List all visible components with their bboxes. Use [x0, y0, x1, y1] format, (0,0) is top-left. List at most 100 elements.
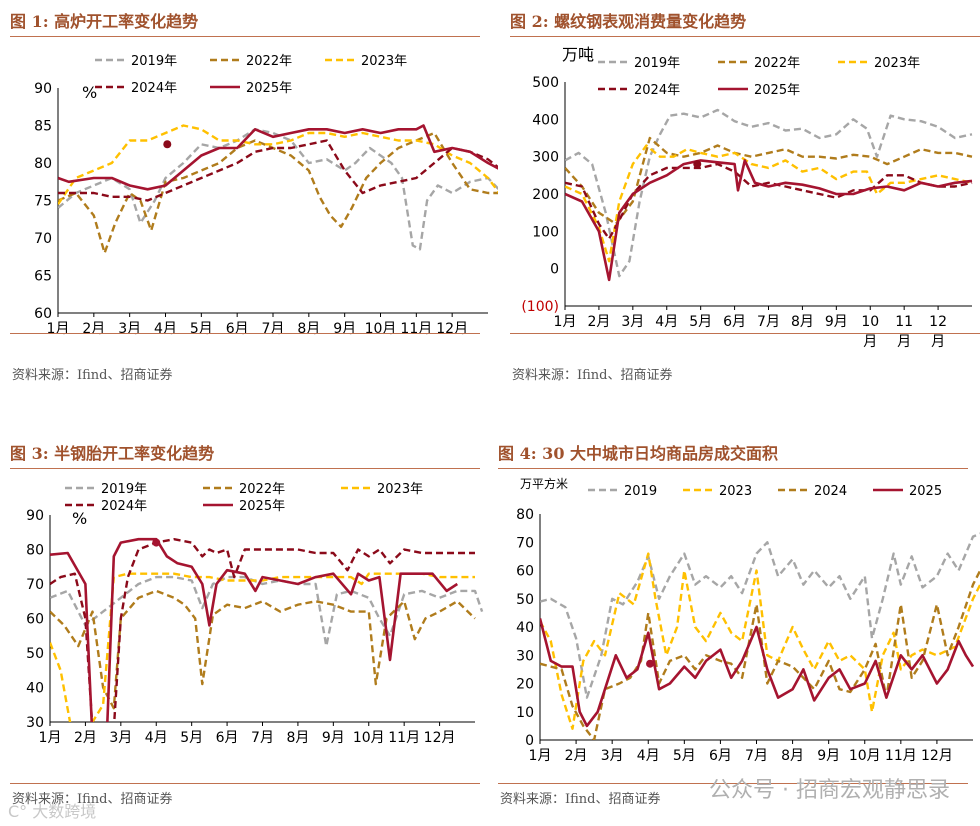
y-tick-label: 40 [516, 620, 534, 636]
legend-label-2019年: 2019年 [634, 56, 680, 71]
source-rule-3 [10, 783, 480, 784]
legend-label-2019: 2019 [624, 484, 657, 499]
series-line-2024年 [565, 162, 973, 240]
y-tick-label: 30 [26, 715, 44, 731]
x-tick-label: 5月 [190, 321, 213, 337]
legend-label-2023年: 2023年 [874, 56, 920, 71]
chart-svg-3: 30 40 50 60 70 80 90 1月 2月 3月 4月 5月 6月 7月 8月 9月 10月 11月 12… [26, 482, 484, 746]
y-tick-label: 65 [34, 269, 52, 285]
title-rule-2 [510, 36, 980, 37]
unit-label: % [82, 83, 97, 102]
x-tick-label: 7月 [745, 748, 768, 764]
legend-label-2019年: 2019年 [101, 482, 147, 497]
y-tick-label: 80 [26, 543, 44, 559]
source-rule-4 [498, 783, 968, 784]
y-tick-label: 70 [516, 535, 534, 551]
x-tick-label: 1月 [39, 730, 62, 746]
legend-label-2024年: 2024年 [634, 83, 680, 98]
y-tick-label: 50 [26, 646, 44, 662]
x-tick-label: 1月 [554, 314, 577, 330]
title-rule-1 [10, 36, 480, 37]
legend-label-2022年: 2022年 [246, 54, 292, 69]
y-tick-label: 10 [516, 705, 534, 721]
series-line-2024年 [58, 139, 498, 202]
y-tick-label: 90 [34, 81, 52, 97]
chart-panel-1: 图 1: 高炉开工率变化趋势 60 65 70 75 80 85 90 1月 2月 3月 4月 5月 6… [10, 8, 498, 388]
source-rule-2 [510, 333, 980, 334]
x-tick-label: 12月 [436, 321, 468, 337]
chart-svg-4: 0 10 20 30 40 50 60 70 80 1月 2月 3月 4月 5月 6月 7月 8月 9月 10月 11… [516, 476, 980, 764]
series-line-2025年 [50, 537, 459, 722]
x-tick-label: 11月 [400, 321, 432, 337]
x-tick-label-unit: 月 [897, 334, 911, 350]
series-line-2024 [540, 568, 980, 740]
chart-svg-1: 60 65 70 75 80 85 90 1月 2月 3月 4月 5月 6月 7月 8月 9月 10月 11月 12… [34, 54, 498, 337]
chart-svg-2: (100) 0 100 200 300 400 500 1月 2月 3月 4月 5月 6月 7月 8月 9月 1… [521, 45, 973, 350]
source-note-4: 资料来源：Ifind、招商证券 [500, 792, 661, 807]
x-tick-label: 12月 [424, 730, 456, 746]
y-tick-label: 60 [34, 306, 52, 322]
unit-label: 万吨 [562, 45, 594, 64]
y-tick-label: 300 [532, 150, 559, 166]
y-tick-label: (100) [521, 299, 559, 315]
chart-title-2: 图 2: 螺纹钢表观消费量变化趋势 [510, 12, 747, 31]
x-tick-label: 10月 [353, 730, 385, 746]
x-tick-label: 3月 [118, 321, 141, 337]
legend-label-2023年: 2023年 [361, 54, 407, 69]
x-tick-label: 11 [895, 314, 913, 330]
y-tick-label: 400 [532, 112, 559, 128]
y-tick-label: 0 [550, 262, 559, 278]
x-tick-label: 8月 [781, 748, 804, 764]
source-rule-1 [10, 333, 480, 334]
series-line-2025 [540, 618, 975, 728]
x-tick-label: 11月 [388, 730, 420, 746]
y-tick-label: 75 [34, 194, 52, 210]
series-line-2025年 [565, 159, 973, 282]
y-tick-label: 70 [26, 577, 44, 593]
x-tick-label: 6月 [709, 748, 732, 764]
x-tick-label: 8月 [297, 321, 320, 337]
series-marker [163, 140, 172, 149]
y-tick-label: 30 [516, 648, 534, 664]
x-tick-label: 1月 [47, 321, 70, 337]
x-tick-label: 6月 [216, 730, 239, 746]
series-line-2019年 [50, 575, 484, 648]
unit-label: 万平方米 [520, 476, 568, 491]
chart-title-4: 图 4: 30 大中城市日均商品房成交面积 [498, 444, 779, 463]
x-tick-label: 7月 [262, 321, 285, 337]
x-tick-label: 9月 [333, 321, 356, 337]
source-note-3: 资料来源：Ifind、招商证券 [12, 792, 173, 807]
y-tick-label: 85 [34, 119, 52, 135]
legend-label-2024年: 2024年 [131, 81, 177, 96]
x-tick-label: 10月 [365, 321, 397, 337]
x-tick-label: 7月 [757, 314, 780, 330]
legend-label-2023年: 2023年 [377, 482, 423, 497]
series-line-2025年 [58, 124, 498, 191]
y-tick-label: 0 [525, 733, 534, 749]
series-line-2019 [540, 532, 980, 699]
x-tick-label: 5月 [673, 748, 696, 764]
x-tick-label: 6月 [226, 321, 249, 337]
y-tick-label: 60 [516, 564, 534, 580]
legend-label-2024年: 2024年 [101, 499, 147, 514]
series-marker [152, 538, 161, 547]
x-tick-label: 8月 [286, 730, 309, 746]
y-tick-label: 90 [26, 508, 44, 524]
x-tick-label: 2月 [74, 730, 97, 746]
series-line-2023年 [565, 144, 973, 263]
source-note-2: 资料来源：Ifind、招商证券 [512, 368, 673, 383]
legend-label-2025年: 2025年 [754, 83, 800, 98]
x-tick-label: 4月 [637, 748, 660, 764]
y-tick-label: 200 [532, 187, 559, 203]
legend-label-2022年: 2022年 [239, 482, 285, 497]
x-tick-label-unit: 月 [863, 334, 877, 350]
series-line-2023 [540, 552, 980, 730]
legend-label-2025: 2025 [909, 484, 942, 499]
x-tick-label: 10月 [849, 748, 881, 764]
y-tick-label: 80 [516, 507, 534, 523]
y-tick-label: 50 [516, 592, 534, 608]
x-tick-label: 12 [929, 314, 947, 330]
x-tick-label: 9月 [322, 730, 345, 746]
chart-title-1: 图 1: 高炉开工率变化趋势 [10, 12, 199, 31]
x-tick-label: 4月 [655, 314, 678, 330]
